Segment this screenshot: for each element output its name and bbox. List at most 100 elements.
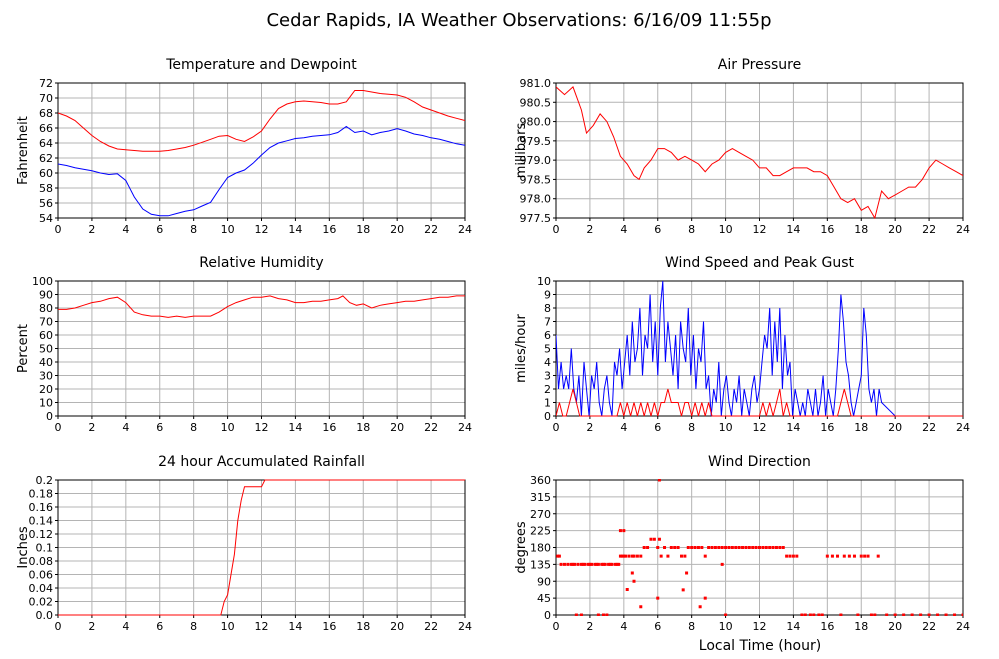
- wind-y-tick-label: 6: [544, 329, 551, 342]
- direction-x-tick-label: 4: [620, 620, 627, 633]
- wind-x-tick-label: 18: [854, 421, 868, 434]
- direction-point: [859, 554, 863, 558]
- wind-x-tick-label: 16: [820, 421, 834, 434]
- rain-y-axis-label: Inches: [16, 526, 31, 568]
- humidity-x-tick-label: 6: [156, 421, 163, 434]
- humidity-y-tick-label: 70: [39, 316, 53, 329]
- direction-x-tick-label: 16: [820, 620, 834, 633]
- direction-point: [583, 562, 587, 566]
- direction-point: [693, 546, 697, 549]
- direction-point: [774, 546, 778, 549]
- wind-y-tick-label: 3: [544, 370, 551, 383]
- wind-y-tick-label: 8: [544, 302, 551, 315]
- temp-x-tick-label: 8: [190, 223, 197, 236]
- direction-point: [820, 613, 824, 616]
- direction-point: [559, 562, 563, 566]
- humidity-x-tick-label: 2: [88, 421, 95, 434]
- humidity-y-tick-label: 10: [39, 397, 53, 410]
- direction-point: [800, 613, 804, 616]
- direction-point: [771, 546, 775, 549]
- direction-point: [557, 554, 561, 558]
- rain-y-tick-label: 0.08: [29, 555, 54, 568]
- direction-point: [663, 546, 667, 549]
- direction-point: [696, 546, 700, 549]
- pressure-x-tick-label: 12: [753, 223, 767, 236]
- humidity-x-tick-label: 24: [458, 421, 472, 434]
- humidity-x-tick-label: 18: [356, 421, 370, 434]
- pressure-y-tick-label: 979.5: [520, 135, 552, 148]
- direction-x-tick-label: 12: [753, 620, 767, 633]
- temp-x-tick-label: 20: [390, 223, 404, 236]
- direction-point: [656, 546, 660, 549]
- direction-point: [873, 613, 877, 616]
- direction-point: [657, 479, 661, 482]
- direction-point: [596, 562, 600, 566]
- rain-y-tick-label: 0.14: [29, 515, 54, 528]
- rain-x-tick-label: 2: [88, 620, 95, 633]
- pressure-x-tick-label: 22: [922, 223, 936, 236]
- temp-x-tick-label: 0: [55, 223, 62, 236]
- page-title: Cedar Rapids, IA Weather Observations: 6…: [266, 10, 771, 31]
- wind-x-tick-label: 20: [888, 421, 902, 434]
- wind-x-tick-label: 14: [786, 421, 800, 434]
- rain-x-tick-label: 4: [122, 620, 129, 633]
- direction-point: [618, 554, 622, 558]
- temp-y-tick-label: 58: [39, 182, 53, 195]
- direction-point: [586, 562, 590, 566]
- direction-point: [842, 554, 846, 558]
- direction-point: [953, 613, 957, 616]
- direction-point: [720, 546, 724, 549]
- direction-point: [595, 562, 599, 566]
- direction-point: [615, 562, 619, 566]
- direction-point: [657, 537, 661, 541]
- wind-x-tick-label: 24: [956, 421, 970, 434]
- direction-point: [610, 562, 614, 566]
- x-axis-label: Local Time (hour): [699, 638, 821, 654]
- temp-x-tick-label: 10: [221, 223, 235, 236]
- direction-point: [717, 546, 721, 549]
- direction-point: [839, 613, 843, 616]
- wind-y-tick-label: 0: [544, 410, 551, 423]
- pressure-x-tick-label: 0: [553, 223, 560, 236]
- direction-point: [919, 613, 923, 616]
- direction-point: [576, 562, 580, 566]
- humidity-y-tick-label: 90: [39, 289, 53, 302]
- direction-point: [747, 546, 751, 549]
- direction-point: [902, 613, 906, 616]
- direction-y-tick-label: 180: [530, 542, 551, 555]
- pressure-chart-title: Air Pressure: [718, 57, 801, 73]
- rain-x-tick-label: 12: [255, 620, 269, 633]
- temp-x-tick-label: 24: [458, 223, 472, 236]
- direction-point: [730, 546, 734, 549]
- wind-y-tick-label: 7: [544, 316, 551, 329]
- direction-point: [741, 546, 745, 549]
- temp-chart-title: Temperature and Dewpoint: [165, 57, 357, 73]
- direction-point: [785, 554, 789, 558]
- temp-y-tick-label: 70: [39, 92, 53, 105]
- direction-point: [566, 562, 570, 566]
- direction-point: [685, 571, 689, 575]
- wind-x-tick-label: 12: [753, 421, 767, 434]
- direction-y-tick-label: 45: [537, 592, 551, 605]
- direction-point: [656, 596, 660, 600]
- direction-x-tick-label: 14: [786, 620, 800, 633]
- direction-x-tick-label: 20: [888, 620, 902, 633]
- pressure-x-tick-label: 8: [688, 223, 695, 236]
- direction-point: [666, 554, 670, 558]
- direction-point: [601, 613, 605, 616]
- pressure-y-tick-label: 981.0: [520, 77, 552, 90]
- rain-y-tick-label: 0.16: [29, 501, 54, 514]
- rain-x-tick-label: 20: [390, 620, 404, 633]
- wind-series-group: [556, 280, 963, 417]
- rain-x-tick-label: 24: [458, 620, 472, 633]
- direction-point: [778, 546, 782, 549]
- pressure-x-tick-label: 18: [854, 223, 868, 236]
- direction-point: [596, 613, 600, 616]
- rain-x-tick-label: 6: [156, 620, 163, 633]
- direction-point: [713, 546, 717, 549]
- direction-point: [852, 554, 856, 558]
- pressure-y-tick-label: 978.5: [520, 173, 552, 186]
